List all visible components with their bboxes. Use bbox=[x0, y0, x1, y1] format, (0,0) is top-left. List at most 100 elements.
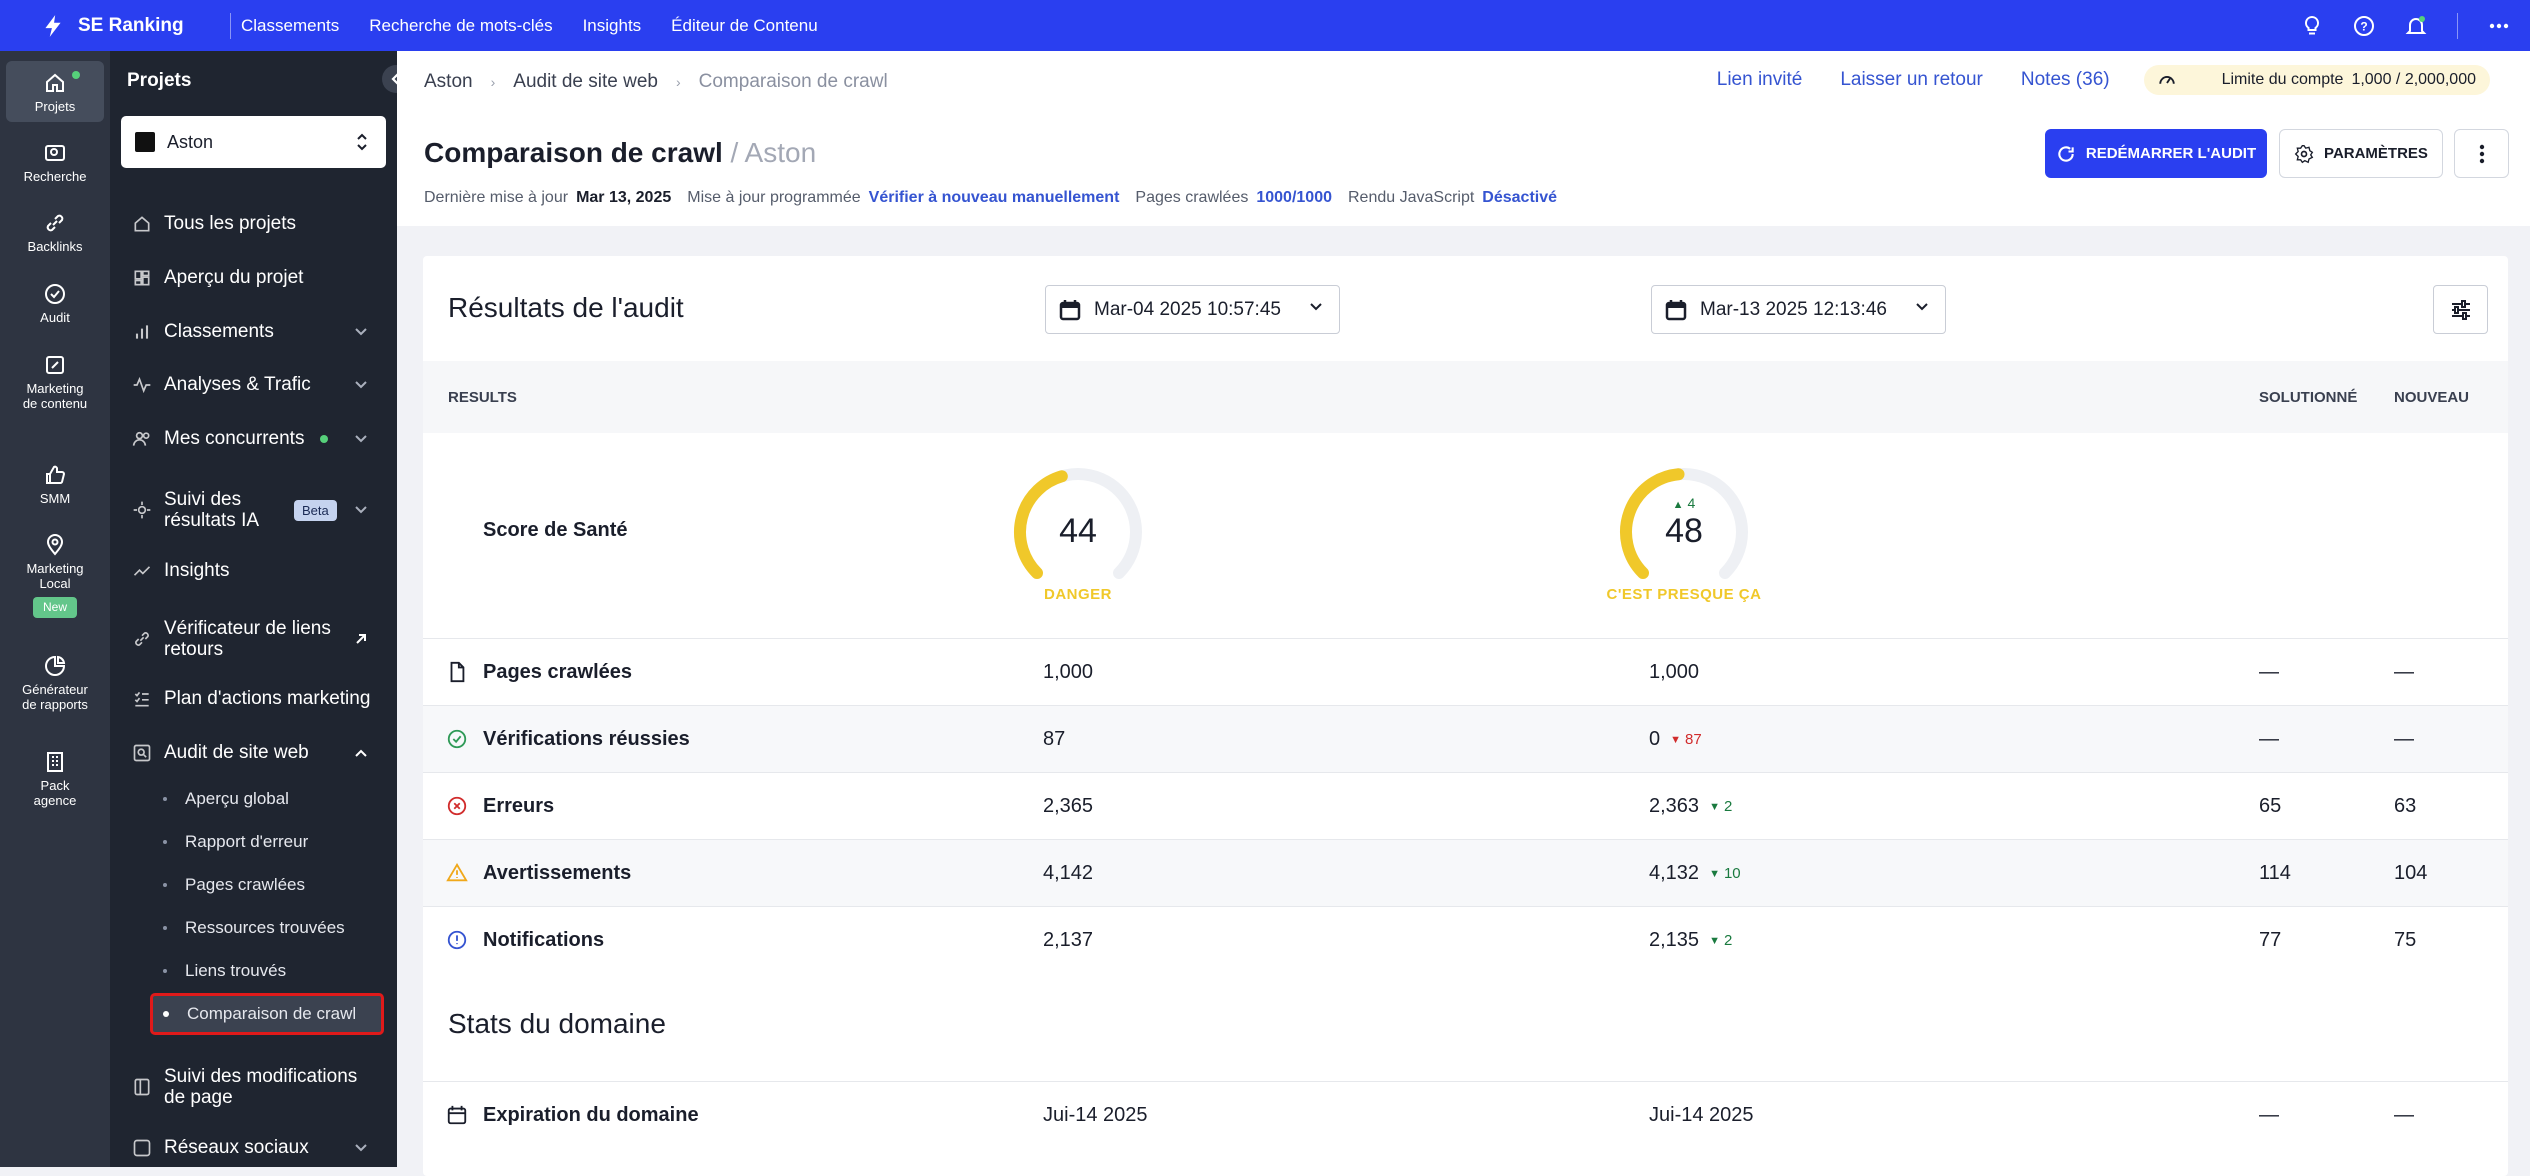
date-left-value: Mar-04 2025 10:57:45 bbox=[1094, 298, 1281, 320]
value-new: — bbox=[2394, 1104, 2414, 1126]
svg-text:?: ? bbox=[2360, 19, 2367, 33]
column-solved[interactable]: Solutionné bbox=[2259, 389, 2358, 406]
subitem-overview[interactable]: Aperçu global bbox=[163, 789, 289, 809]
delta-badge: ▼ 2 bbox=[1709, 932, 1733, 949]
settings-button[interactable]: Paramètres bbox=[2279, 129, 2443, 178]
sidebar-item-backlink-checker[interactable]: Vérificateur de liens retours bbox=[132, 614, 382, 664]
chevron-down-icon bbox=[355, 381, 367, 389]
rail-report-builder[interactable]: Générateur de rapports bbox=[6, 644, 104, 720]
column-new[interactable]: Nouveau bbox=[2394, 389, 2470, 406]
topnav-insights[interactable]: Insights bbox=[582, 15, 642, 35]
sidebar-item-all-projects[interactable]: Tous les projets bbox=[132, 213, 382, 235]
topnav-classements[interactable]: Classements bbox=[241, 15, 340, 35]
help-icon[interactable]: ? bbox=[2353, 15, 2375, 37]
bell-icon[interactable] bbox=[2405, 15, 2427, 37]
date-select-left[interactable]: Mar-04 2025 10:57:45 bbox=[1045, 285, 1340, 334]
value-after: 4,132 bbox=[1649, 862, 1700, 884]
subitem-found-resources[interactable]: Ressources trouvées bbox=[163, 918, 345, 938]
row-label: Avertissements bbox=[483, 862, 632, 884]
rail-projets[interactable]: Projets bbox=[6, 61, 104, 122]
rail-label: Recherche bbox=[23, 169, 87, 184]
sidebar-item-label: Tous les projets bbox=[164, 213, 297, 234]
meta-js-link[interactable]: Désactivé bbox=[1482, 189, 1558, 206]
sidebar-item-page-changes[interactable]: Suivi des modifications de page bbox=[132, 1062, 382, 1112]
calendar-icon bbox=[1059, 299, 1081, 320]
meta-pages-link[interactable]: 1000/1000 bbox=[1256, 189, 1332, 206]
subitem-found-links[interactable]: Liens trouvés bbox=[163, 961, 286, 981]
rail-label: Marketing de contenu bbox=[22, 381, 88, 411]
sidebar-item-label: Vérificateur de liens retours bbox=[164, 618, 331, 660]
breadcrumb: Aston › Audit de site web › Comparaison … bbox=[424, 71, 888, 93]
page-title-project: / Aston bbox=[730, 137, 817, 168]
brand-logo[interactable]: SE Ranking bbox=[40, 13, 220, 39]
rail-audit[interactable]: Audit bbox=[6, 272, 104, 333]
sidebar-item-label: Suivi des modifications de page bbox=[164, 1066, 358, 1108]
subitem-crawl-comparison[interactable]: Comparaison de crawl bbox=[150, 993, 384, 1035]
topnav-content-editor[interactable]: Éditeur de Contenu bbox=[671, 15, 818, 35]
value-new: 104 bbox=[2394, 862, 2428, 884]
restart-audit-button[interactable]: Redémarrer l'audit bbox=[2045, 129, 2267, 178]
sidebar-item-label: Insights bbox=[164, 560, 230, 581]
date-select-right[interactable]: Mar-13 2025 12:13:46 bbox=[1651, 285, 1946, 334]
filter-settings-button[interactable] bbox=[2433, 285, 2488, 334]
main-content: Aston › Audit de site web › Comparaison … bbox=[397, 51, 2530, 1176]
topnav-keyword-research[interactable]: Recherche de mots-clés bbox=[369, 15, 553, 35]
sidebar-item-ai-results[interactable]: Suivi des résultats IA Beta bbox=[132, 485, 382, 535]
row-label: Notifications bbox=[483, 929, 605, 951]
rail-backlinks[interactable]: Backlinks bbox=[6, 201, 104, 262]
lightbulb-icon[interactable] bbox=[2301, 15, 2323, 37]
rail-label: Marketing Local bbox=[26, 561, 84, 591]
more-options-button[interactable] bbox=[2454, 129, 2509, 178]
external-arrow-icon bbox=[356, 634, 366, 644]
subitem-crawled-pages[interactable]: Pages crawlées bbox=[163, 875, 305, 895]
status-dot bbox=[320, 435, 329, 443]
meta-label: Dernière mise à jour bbox=[424, 189, 569, 206]
meta-label: Rendu JavaScript bbox=[1348, 189, 1475, 206]
arrow-down-icon: ▼ bbox=[1709, 800, 1720, 813]
value-before: 4,142 bbox=[1043, 862, 1094, 884]
sidebar-item-analytics[interactable]: Analyses & Trafic bbox=[132, 374, 382, 396]
share-icon bbox=[133, 1139, 151, 1157]
rail-label: Pack agence bbox=[33, 778, 77, 808]
chevron-up-icon bbox=[355, 749, 367, 757]
guest-link[interactable]: Lien invité bbox=[1716, 69, 1803, 90]
sidebar-item-rankings[interactable]: Classements bbox=[132, 321, 382, 343]
rail-agency-pack[interactable]: Pack agence bbox=[6, 740, 104, 816]
refresh-icon bbox=[2058, 145, 2074, 162]
sidebar-item-project-overview[interactable]: Aperçu du projet bbox=[132, 267, 382, 289]
dashboard-icon bbox=[134, 270, 150, 286]
breadcrumb-site-audit[interactable]: Audit de site web bbox=[513, 71, 658, 92]
row-notifications: Notifications 2,137 2,135 ▼ 2 77 75 bbox=[423, 906, 2508, 973]
gauge-icon bbox=[2158, 76, 2175, 84]
rail-content-marketing[interactable]: Marketing de contenu bbox=[6, 343, 104, 419]
project-selector[interactable]: Aston bbox=[121, 116, 386, 168]
rail-smm[interactable]: SMM bbox=[6, 453, 104, 514]
sidebar-item-marketing-plan[interactable]: Plan d'actions marketing bbox=[132, 688, 382, 710]
feedback-link[interactable]: Laisser un retour bbox=[1840, 69, 1983, 90]
rail-label: Audit bbox=[40, 310, 70, 325]
notes-link[interactable]: Notes (36) bbox=[2020, 69, 2110, 90]
sidebar-item-social[interactable]: Réseaux sociaux bbox=[132, 1137, 382, 1159]
sidebar-item-label: Plan d'actions marketing bbox=[164, 688, 371, 709]
rail-label: SMM bbox=[39, 491, 71, 506]
health-score-row: Score de Santé 44 Danger ▲ 4 48 C'est pre… bbox=[423, 433, 2508, 638]
domain-stats-title: Stats du domaine bbox=[448, 1008, 666, 1039]
account-limit-badge[interactable]: Limite du compte 1,000 / 2,000,000 bbox=[2143, 65, 2490, 95]
sidebar-item-site-audit[interactable]: Audit de site web bbox=[132, 742, 382, 764]
value-after: Jui-14 2025 bbox=[1649, 1104, 1754, 1126]
rail-recherche[interactable]: Recherche bbox=[6, 131, 104, 192]
breadcrumb-project[interactable]: Aston bbox=[424, 71, 473, 92]
subitem-error-report[interactable]: Rapport d'erreur bbox=[163, 832, 308, 852]
meta-scheduled-link[interactable]: Vérifier à nouveau manuellement bbox=[868, 189, 1120, 206]
value-new: 63 bbox=[2394, 795, 2417, 817]
value-solved: — bbox=[2259, 728, 2279, 750]
sidebar-item-competitors[interactable]: Mes concurrents bbox=[132, 428, 382, 450]
more-horizontal-icon[interactable] bbox=[2488, 15, 2510, 37]
chevron-down-icon bbox=[1310, 303, 1322, 311]
meta-label: Mise à jour programmée bbox=[687, 189, 861, 206]
top-icons: ? bbox=[2271, 0, 2510, 51]
value-after-group: 0 ▼ 87 bbox=[1649, 728, 1702, 751]
rail-local-marketing[interactable]: Marketing Local New bbox=[6, 523, 104, 626]
warning-icon bbox=[446, 862, 468, 884]
sidebar-item-insights[interactable]: Insights bbox=[132, 560, 382, 582]
